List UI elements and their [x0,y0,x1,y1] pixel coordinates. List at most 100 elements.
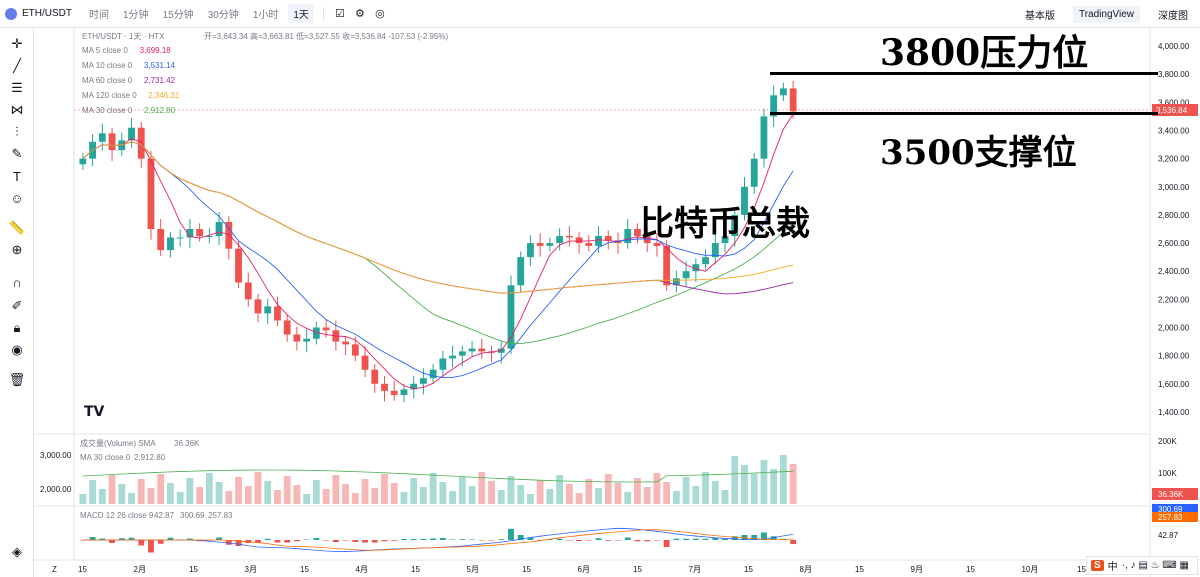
view-tradingview[interactable]: TradingView [1072,5,1140,23]
candle-body [322,327,330,331]
macd-histogram-bar [576,540,582,541]
price-tick: 4,000.00 [1158,42,1190,51]
time-tick: 9月 [911,565,923,574]
magnet-icon[interactable]: ∩ [12,274,22,290]
time-axis: 15 2月 15 3月 15 4月 15 5月 15 6月 15 7月 15 8月 15 9月 15 10月 15 [78,565,1086,574]
emoji-icon[interactable]: ☺ [10,190,24,206]
volume-bar [711,481,719,504]
candle-body [167,237,174,251]
ruler-icon[interactable]: 📏 [8,220,26,235]
trash-icon[interactable]: 🗑︎ [8,372,26,387]
candle-body [663,245,671,286]
candle-body [303,338,311,342]
macd-histogram-bar [138,540,145,546]
candle-body [702,257,709,265]
price-tick: 2,600.00 [1158,239,1190,248]
view-basic[interactable]: 基本版 [1024,10,1055,22]
brush-icon[interactable]: ✎ [11,146,23,161]
volume-bar [254,472,262,504]
lock-drawings-icon[interactable]: ✐ [11,298,23,313]
ime-extra[interactable]: ·, ♪ ▤ ♨ ⌨ ▦ [1121,560,1189,571]
macd-histogram-bar [654,540,660,541]
price-tick: 3,800.00 [1158,70,1190,79]
text-icon[interactable]: T [13,168,21,184]
lock-icon[interactable]: 🔒︎ [13,320,21,335]
volume-bar [390,483,398,504]
ma-legend-value: 3,531.14 [144,61,176,70]
vol-last-label: 36.36K [1158,490,1184,499]
volume-bar [702,472,709,504]
candle-body [770,95,778,117]
macd-histogram-bar [566,540,573,541]
layers-icon[interactable]: ◈ [12,544,22,559]
volume-bar [565,484,573,504]
volume-bar [653,473,661,504]
candle-body [682,271,690,279]
symbol-name[interactable]: ETH/USDT [22,8,72,19]
price-chart[interactable]: ETH/USDT · 1天 · HTX 开=3,643.34 高=3,663.8… [34,28,1200,577]
tradingview-logo[interactable]: TV [84,404,105,420]
price-tick: 1,400.00 [1158,408,1190,417]
horizontal-lines-icon[interactable]: ☰ [11,80,23,95]
interval-30min[interactable]: 30分钟 [207,10,239,21]
candle-body [565,236,573,238]
macd-tag [1152,504,1198,514]
timezone-z[interactable]: Z [52,565,57,574]
candle-body [556,236,564,244]
candle-body [760,116,768,159]
volume-bar [322,489,330,504]
camera-icon[interactable]: ◎ [375,8,385,20]
macd-histogram-bar [274,540,281,543]
macd-histogram-bar [186,538,193,540]
divider [322,6,324,21]
settings-gear-icon[interactable]: ⚙ [355,8,365,20]
candle-body [410,383,418,390]
time-tick: 15 [855,565,864,574]
eye-icon[interactable]: ◉ [11,342,23,357]
crosshair-icon[interactable]: ✛ [11,36,23,51]
candle-body [98,133,106,142]
price-tick: 3,200.00 [1158,155,1190,164]
ime-toolbar[interactable]: S 中 ·, ♪ ▤ ♨ ⌨ ▦ [1086,556,1198,575]
time-tick: 5月 [467,565,479,574]
macd-histogram-bar [751,535,758,540]
volume-bar [410,478,418,504]
zoom-in-icon[interactable]: ⊕ [11,242,23,257]
volume-bar [420,487,427,504]
volume-bar [536,480,544,504]
interval-1day[interactable]: 1天 [288,4,314,23]
volume-bar [770,469,778,504]
macd-histogram-bar [644,540,651,542]
candle-body [741,186,748,215]
volume-bar [274,490,281,504]
candle-body [351,344,359,356]
volume-bar [458,477,466,504]
macd-histogram-bar [109,540,115,543]
macd-histogram-bar [332,540,339,542]
time-tick: 7月 [689,565,701,574]
candle-body [283,320,291,335]
volume-bar [167,483,174,504]
volume-bar [361,479,369,504]
vol-tick-200k: 200K [1158,437,1177,446]
view-depth[interactable]: 深度图 [1158,10,1188,22]
ime-lang[interactable]: 中 [1107,562,1118,573]
time-tick: 15 [522,565,531,574]
interval-time[interactable]: 时间 [89,10,109,21]
interval-1hour[interactable]: 1小时 [252,10,279,21]
candle-body [575,237,583,244]
volume-bar [351,493,359,504]
macd-histogram-bar [527,537,534,540]
price-tick: 3,000.00 [1158,183,1190,192]
candle-body [390,390,398,396]
trend-line-icon[interactable]: ╱ [13,58,21,73]
interval-15min[interactable]: 15分钟 [162,10,194,21]
pattern-icon[interactable]: ⋈ [10,102,24,117]
indicators-icon[interactable]: ☑ [335,8,345,20]
time-tick: 2月 [134,565,146,574]
volume-bar [429,473,437,504]
fib-icon[interactable]: ⫶ [15,124,19,139]
price-tick: 2,400.00 [1158,267,1190,276]
macd-histogram-bar [352,540,359,542]
interval-1min[interactable]: 1分钟 [123,10,149,21]
